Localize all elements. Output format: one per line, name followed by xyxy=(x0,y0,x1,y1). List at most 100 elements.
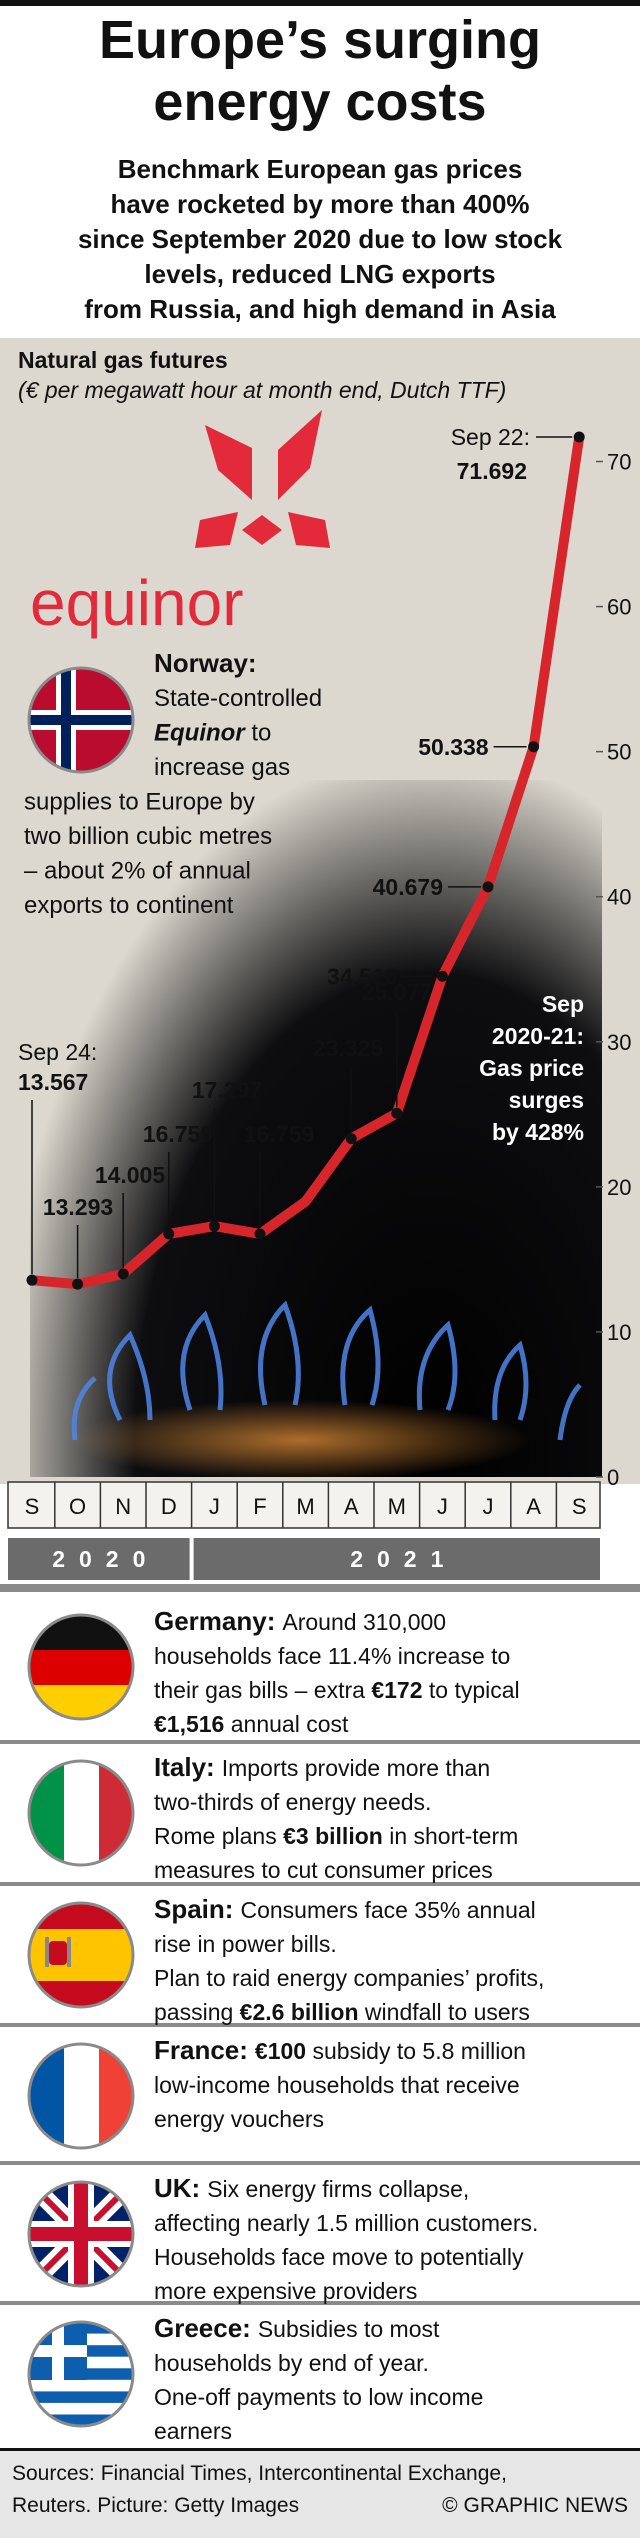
chart-annotation: surges xyxy=(509,1087,584,1113)
photo-part xyxy=(71,1300,582,1441)
marker xyxy=(573,431,585,443)
data-label: 50.338 xyxy=(418,734,489,760)
flag-norway-part-part xyxy=(29,715,133,725)
body-text: their gas bills – extra €172 to typical xyxy=(154,1677,520,1703)
text-run: Subsidies to most xyxy=(258,2316,440,2342)
x-tick-label: J xyxy=(209,1494,220,1519)
highlight: €100 xyxy=(255,2038,306,2064)
marker xyxy=(482,881,494,893)
flag-uk-part xyxy=(29,2182,133,2286)
flag-greece-part-part xyxy=(29,2345,87,2357)
body-text: One-off payments to low income xyxy=(154,2384,483,2410)
data-label: 16.759 xyxy=(244,1121,314,1147)
body-text: Germany: Around 310,000 xyxy=(154,1606,446,1636)
photo-part-part xyxy=(557,1383,582,1441)
year-label: 2021 xyxy=(350,1546,457,1572)
data-label: 13.293 xyxy=(43,1194,113,1220)
text-run: increase gas xyxy=(154,754,290,781)
text-run: households by end of year. xyxy=(154,2350,429,2376)
text-run: Around 310,000 xyxy=(282,1609,446,1635)
country-name: Germany: xyxy=(154,1606,275,1636)
flag-france-part xyxy=(27,2042,135,2150)
data-label: 34.516 xyxy=(327,963,397,989)
flag-norway-part xyxy=(29,668,133,772)
flag-spain-part-part xyxy=(45,1937,49,1967)
flag-germany xyxy=(27,1613,135,1721)
source: Reuters. Picture: Getty Images xyxy=(12,2494,299,2517)
body-text: Households face move to potentially xyxy=(154,2244,524,2270)
body-text: households by end of year. xyxy=(154,2350,429,2376)
body-text: France: €100 subsidy to 5.8 million xyxy=(154,2035,526,2065)
y-tick-label: 30 xyxy=(607,1030,631,1055)
month-axis xyxy=(7,1481,601,1529)
marker xyxy=(345,1133,357,1145)
body-text: Plan to raid energy companies’ profits, xyxy=(154,1965,544,1991)
point-annotation: Sep 22: xyxy=(451,424,530,450)
text-run: two billion cubic metres xyxy=(24,823,272,850)
country-name: Greece: xyxy=(154,2313,251,2343)
flag-italy-part xyxy=(29,1761,133,1865)
subtitle: Benchmark European gas prices xyxy=(118,154,523,184)
flag-norway xyxy=(27,666,135,774)
year-label: 2020 xyxy=(52,1546,159,1572)
text-run: One-off payments to low income xyxy=(154,2384,483,2410)
equinor-logo-part xyxy=(278,410,322,500)
body-text: supplies to Europe by xyxy=(24,789,255,816)
text-run: annual cost xyxy=(224,1711,349,1737)
text-run: Consumers face 35% annual xyxy=(240,1897,535,1923)
photo-part-part xyxy=(107,1330,153,1422)
photo-part xyxy=(70,1400,530,1480)
text-run: in short-term xyxy=(383,1823,518,1849)
body-text: Rome plans €3 billion in short-term xyxy=(154,1823,518,1849)
equinor-logo-part xyxy=(205,425,252,500)
marker xyxy=(436,970,448,982)
body-text: UK: Six energy firms collapse, xyxy=(154,2173,469,2203)
body-text: Italy: Imports provide more than xyxy=(154,1752,490,1782)
data-label: 16.759 xyxy=(143,1121,213,1147)
body-text: measures to cut consumer prices xyxy=(154,1857,493,1883)
title: Europe’s surging xyxy=(99,10,541,70)
x-tick-label: F xyxy=(253,1494,266,1519)
photo-part-part xyxy=(492,1340,529,1421)
source: Sources: Financial Times, Intercontinent… xyxy=(12,2462,507,2485)
flag-uk-part-part xyxy=(29,2227,133,2241)
year-bar xyxy=(8,1538,190,1580)
year-bar xyxy=(193,1538,600,1580)
body-text: Greece: Subsidies to most xyxy=(154,2313,440,2343)
body-text: State-controlled xyxy=(154,685,322,712)
text-run: exports to continent xyxy=(24,892,234,919)
highlight: €172 xyxy=(371,1677,422,1703)
photo-part-part xyxy=(71,1376,97,1441)
footer-rule xyxy=(0,2448,640,2451)
data-label: 71.692 xyxy=(457,458,527,484)
body-text: energy vouchers xyxy=(154,2106,324,2132)
flag-france-part-part xyxy=(64,2044,99,2148)
flag-italy-part xyxy=(27,1759,135,1867)
text-run: windfall to users xyxy=(359,1999,530,2025)
flag-greece xyxy=(27,2320,135,2428)
marker xyxy=(72,1278,84,1290)
text-run: passing xyxy=(154,1999,240,2025)
separator xyxy=(0,1882,640,1886)
x-tick-label: M xyxy=(296,1494,314,1519)
x-tick-label: D xyxy=(161,1494,177,1519)
chart-annotation: by 428% xyxy=(492,1119,584,1145)
text-run: two-thirds of energy needs. xyxy=(154,1789,431,1815)
flag-greece-part-part xyxy=(29,2379,133,2392)
y-tick-label: 40 xyxy=(607,885,631,910)
country-name: France: xyxy=(154,2035,248,2065)
separator xyxy=(0,2301,640,2305)
country-name: UK: xyxy=(154,2173,200,2203)
y-tick-label: 10 xyxy=(607,1320,631,1345)
body-text: Spain: Consumers face 35% annual xyxy=(154,1894,536,1924)
marker xyxy=(163,1228,175,1240)
chart-annotation: 2020-21: xyxy=(492,1023,584,1049)
highlight: Equinor xyxy=(154,720,246,747)
y-tick-label: 0 xyxy=(607,1465,619,1490)
marker xyxy=(528,741,540,753)
top-bar xyxy=(0,0,640,6)
flag-spain-part-part xyxy=(29,1929,133,1981)
x-tick-label: J xyxy=(437,1494,448,1519)
y-tick-label: 20 xyxy=(607,1175,631,1200)
flag-france-part-part xyxy=(29,2044,64,2148)
